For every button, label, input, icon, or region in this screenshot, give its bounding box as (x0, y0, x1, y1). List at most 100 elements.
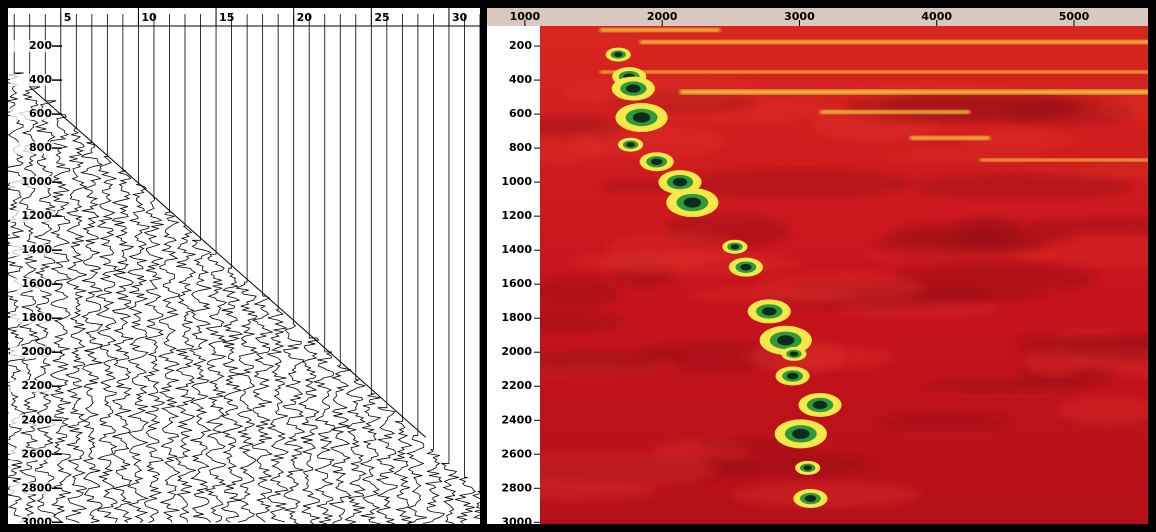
pick-center (626, 142, 635, 148)
heat-shade (702, 452, 876, 477)
y-tick-label: 600 (509, 107, 532, 120)
heat-streak (600, 28, 720, 32)
y-tick-label: 2200 (501, 379, 532, 392)
y-tick-label: 2000 (21, 345, 52, 358)
x-tick-label: 10 (141, 11, 157, 24)
heat-shade (572, 124, 728, 159)
y-tick-label: 1000 (501, 175, 532, 188)
heat-shade (912, 173, 1134, 200)
y-tick-label: 1400 (501, 243, 532, 256)
pick-center (650, 158, 663, 166)
trace (392, 26, 413, 524)
heat-shade (731, 481, 922, 508)
trace (111, 26, 135, 523)
y-tick-label: 1600 (501, 277, 532, 290)
pick-center (812, 400, 828, 410)
y-tick-label: 400 (509, 73, 532, 86)
trace (205, 26, 227, 523)
y-tick-label: 800 (509, 141, 532, 154)
heat-streak (640, 40, 1148, 44)
x-tick-label: 4000 (921, 10, 952, 23)
y-label-bg (10, 346, 54, 359)
pick-center (632, 112, 651, 123)
heat-shade (597, 251, 803, 276)
trace (79, 26, 104, 524)
x-tick-label: 5 (64, 11, 72, 24)
heat-shade (1013, 237, 1148, 267)
y-tick-label: 400 (29, 73, 52, 86)
x-tick-label: 3000 (784, 10, 815, 23)
trace (251, 26, 275, 523)
heat-shade (683, 169, 913, 199)
heat-shade (1036, 337, 1148, 359)
trace (472, 26, 480, 520)
trace (375, 26, 398, 524)
pick-center (614, 52, 623, 58)
heat-streak (600, 70, 1148, 74)
y-tick-label: 1600 (21, 277, 52, 290)
heat-shade (958, 129, 1077, 152)
trace (266, 26, 289, 523)
y-label-bg (10, 312, 54, 325)
trace (95, 26, 118, 523)
heat-streak (820, 110, 970, 114)
pick-center (762, 307, 777, 316)
pick-center (626, 84, 641, 93)
y-tick-label: 600 (29, 107, 52, 120)
y-label-bg (10, 108, 54, 121)
y-tick-label: 1200 (501, 209, 532, 222)
pick-center (803, 465, 812, 471)
pick-center (740, 263, 752, 271)
y-axis-band (487, 26, 540, 524)
trace (328, 26, 352, 524)
y-tick-label: 2400 (501, 413, 532, 426)
first-break (29, 86, 426, 438)
trace (143, 26, 166, 523)
pick-center (672, 177, 688, 187)
trace (297, 26, 321, 524)
trace (344, 26, 367, 524)
trace (405, 26, 427, 524)
y-label-bg (10, 448, 54, 461)
heat-shade (530, 276, 622, 311)
trace (235, 26, 259, 523)
trace (157, 26, 181, 523)
trace (8, 106, 10, 508)
trace (359, 26, 382, 524)
trace (174, 26, 196, 523)
y-tick-label: 1800 (21, 311, 52, 324)
x-tick-label: 20 (297, 11, 313, 24)
y-label-bg (10, 482, 54, 495)
gather: 5 10 15 20 25 30 200 400 600 800 1000 1200 1400 1600 1… (8, 8, 480, 528)
x-tick-label: 2000 (647, 10, 678, 23)
pick-center (786, 372, 799, 380)
x-axis-band (8, 8, 480, 26)
heat-shade (1057, 394, 1148, 425)
y-tick-label: 800 (29, 141, 52, 154)
y-tick-label: 1400 (21, 243, 52, 256)
y-tick-label: 2000 (501, 345, 532, 358)
heat-shade (875, 413, 1015, 432)
y-label-bg (10, 40, 54, 53)
y-label-bg (10, 244, 54, 257)
y-tick-label: 2800 (21, 481, 52, 494)
y-label-bg (10, 74, 54, 87)
trace (313, 26, 336, 524)
y-tick-label: 2600 (501, 447, 532, 460)
y-label-bg (10, 142, 54, 155)
y-tick-label: 3000 (21, 515, 52, 528)
heat-shade (922, 379, 1086, 393)
heat-shade (601, 178, 675, 194)
pick-center (792, 428, 810, 439)
x-tick-label: 30 (452, 11, 468, 24)
trace (220, 26, 244, 523)
trace (188, 26, 212, 523)
y-tick-label: 3000 (501, 515, 532, 528)
heat-streak (680, 89, 1148, 95)
trace (282, 26, 306, 524)
x-tick-label: 15 (219, 11, 234, 24)
heat-shade (1030, 216, 1148, 234)
trace (422, 26, 445, 524)
heat-streak (910, 136, 990, 140)
